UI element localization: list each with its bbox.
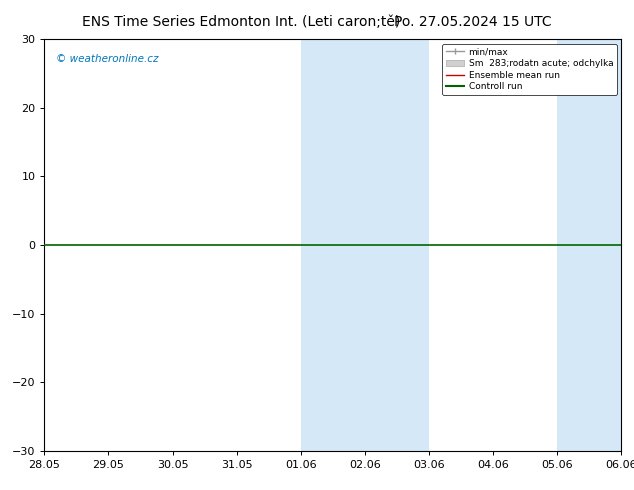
Bar (557, 39, 621, 451)
Bar (301, 39, 429, 451)
Legend: min/max, Sm  283;rodatn acute; odchylka, Ensemble mean run, Controll run: min/max, Sm 283;rodatn acute; odchylka, … (443, 44, 617, 95)
Text: Po. 27.05.2024 15 UTC: Po. 27.05.2024 15 UTC (394, 15, 552, 29)
Text: ENS Time Series Edmonton Int. (Leti caron;tě): ENS Time Series Edmonton Int. (Leti caro… (82, 15, 401, 29)
Text: © weatheronline.cz: © weatheronline.cz (56, 53, 158, 64)
